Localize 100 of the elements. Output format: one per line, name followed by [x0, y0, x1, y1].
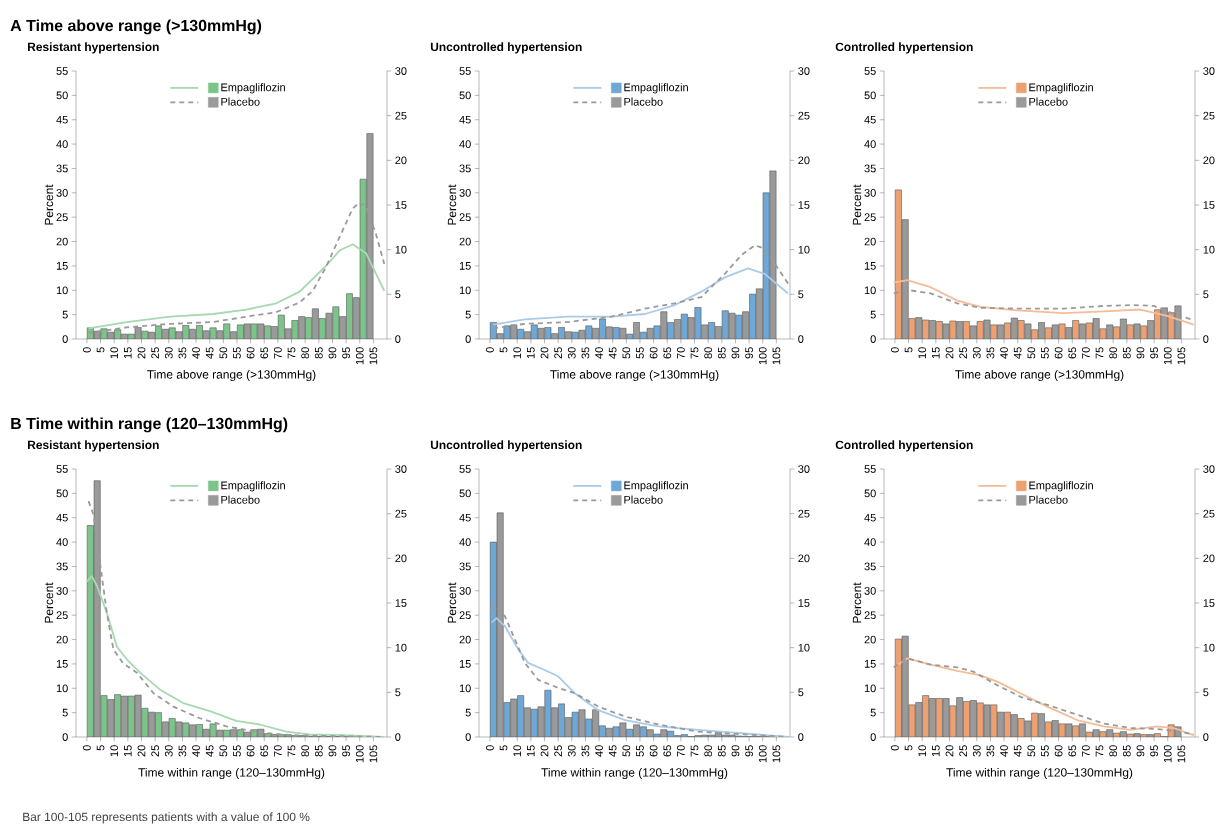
x-tick-label: 55	[1041, 347, 1049, 359]
legend-label: Placebo	[221, 495, 260, 504]
x-tick-label: 105	[369, 347, 378, 365]
y2-tick-label: 15	[1203, 201, 1215, 209]
y-tick-label: 20	[459, 237, 471, 246]
y-tick-label: 55	[459, 67, 471, 75]
x-tick-label: 85	[314, 745, 323, 757]
legend-label: Placebo	[221, 97, 260, 106]
x-tick-label: 35	[986, 745, 995, 757]
x-tick-label: 80	[704, 745, 713, 757]
x-tick-label: 15	[932, 347, 940, 359]
x-tick-label: 90	[731, 745, 740, 757]
x-tick-label: 50	[622, 347, 631, 359]
y2-tick-label: 10	[798, 245, 810, 254]
x-tick-label: 10	[110, 347, 119, 359]
x-tick-label: 0	[83, 745, 91, 751]
text: A Time above range (>130mmHg)	[10, 19, 262, 35]
x-tick-label: 100	[758, 347, 767, 365]
y2-tick-label: 20	[395, 554, 407, 563]
x-tick-label: 75	[690, 347, 699, 359]
y-tick-label: 0	[465, 335, 471, 343]
x-tick-label: 15	[527, 347, 535, 359]
y-tick-label: 30	[459, 586, 471, 595]
x-tick-label: 65	[1068, 347, 1077, 359]
y2-tick-label: 30	[1203, 465, 1215, 473]
x-axis-title: Time within range (120–130mmHg)	[946, 767, 1133, 780]
x-tick-label: 30	[164, 745, 173, 757]
y-tick-label: 20	[864, 635, 876, 644]
y-tick-label: 50	[864, 489, 876, 498]
chart-title: Resistant hypertension	[28, 440, 159, 452]
x-tick-label: 50	[1027, 745, 1036, 757]
y-tick-label: 45	[56, 115, 68, 124]
y-axis-title: Percent	[447, 184, 457, 225]
y-tick-label: 45	[459, 513, 471, 522]
x-tick-label: 40	[192, 347, 200, 359]
y-tick-label: 55	[56, 67, 68, 75]
x-tick-label: 10	[513, 745, 522, 757]
x-tick-label: 30	[567, 745, 576, 757]
y-tick-label: 0	[870, 335, 876, 343]
x-tick-label: 105	[369, 745, 378, 763]
x-tick-label: 10	[918, 745, 927, 757]
x-tick-label: 35	[986, 347, 995, 359]
x-tick-label: 80	[704, 347, 713, 359]
x-tick-label: 50	[219, 347, 228, 359]
y-tick-label: 5	[870, 708, 876, 717]
y2-tick-label: 5	[395, 688, 401, 697]
legend-label: Empagliflozin	[624, 83, 688, 94]
x-axis-title: Time above range (>130mmHg)	[550, 369, 719, 382]
x-tick-label: 75	[287, 347, 296, 359]
x-tick-label: 0	[83, 347, 91, 353]
y-tick-label: 15	[864, 660, 876, 668]
y2-tick-label: 20	[395, 156, 407, 165]
x-tick-label: 65	[260, 347, 269, 359]
x-tick-label: 105	[772, 347, 781, 365]
x-tick-label: 40	[1000, 745, 1008, 757]
x-tick-label: 105	[772, 745, 781, 763]
y-axis-title: Percent	[852, 582, 862, 623]
x-tick-label: 60	[1054, 347, 1063, 359]
y-tick-label: 45	[56, 513, 68, 522]
y2-tick-label: 30	[1203, 67, 1215, 75]
x-tick-label: 20	[137, 745, 146, 757]
x-axis-title: Time above range (>130mmHg)	[147, 369, 316, 382]
y2-tick-label: 20	[1203, 156, 1215, 165]
x-tick-label: 40	[1000, 347, 1008, 359]
x-tick-label: 50	[622, 745, 631, 757]
y-tick-label: 10	[459, 286, 471, 295]
y-tick-label: 10	[459, 684, 471, 693]
y-tick-label: 30	[56, 188, 68, 197]
y2-tick-label: 15	[798, 599, 810, 607]
y-tick-label: 20	[864, 237, 876, 246]
x-tick-label: 80	[1109, 347, 1118, 359]
y2-tick-label: 10	[1203, 245, 1215, 254]
x-tick-label: 70	[677, 745, 685, 757]
chart-title: Uncontrolled hypertension	[430, 42, 582, 54]
y2-tick-label: 15	[1203, 599, 1215, 607]
y-tick-label: 40	[459, 140, 471, 148]
y-tick-label: 15	[56, 262, 68, 270]
y-tick-label: 5	[465, 310, 471, 319]
y-tick-label: 30	[459, 188, 471, 197]
x-tick-label: 70	[1082, 347, 1090, 359]
y2-tick-label: 10	[395, 643, 407, 652]
x-tick-label: 45	[1013, 347, 1022, 359]
y2-tick-label: 25	[1203, 111, 1215, 120]
legend-label: Empagliflozin	[1029, 83, 1093, 94]
y-axis-title: Percent	[852, 184, 862, 225]
x-tick-label: 90	[328, 347, 337, 359]
x-tick-label: 20	[945, 347, 954, 359]
x-tick-label: 35	[178, 347, 187, 359]
x-tick-label: 10	[918, 347, 927, 359]
x-tick-label: 55	[233, 347, 241, 359]
y-tick-label: 0	[465, 733, 471, 741]
y2-tick-label: 0	[798, 733, 804, 741]
x-tick-label: 65	[663, 347, 672, 359]
x-tick-label: 80	[1109, 745, 1118, 757]
x-tick-label: 95	[745, 745, 753, 757]
x-tick-label: 25	[151, 347, 160, 359]
x-tick-label: 45	[1013, 745, 1022, 757]
legend-label: Placebo	[624, 495, 663, 504]
y-tick-label: 0	[62, 733, 68, 741]
x-tick-label: 0	[486, 745, 494, 751]
